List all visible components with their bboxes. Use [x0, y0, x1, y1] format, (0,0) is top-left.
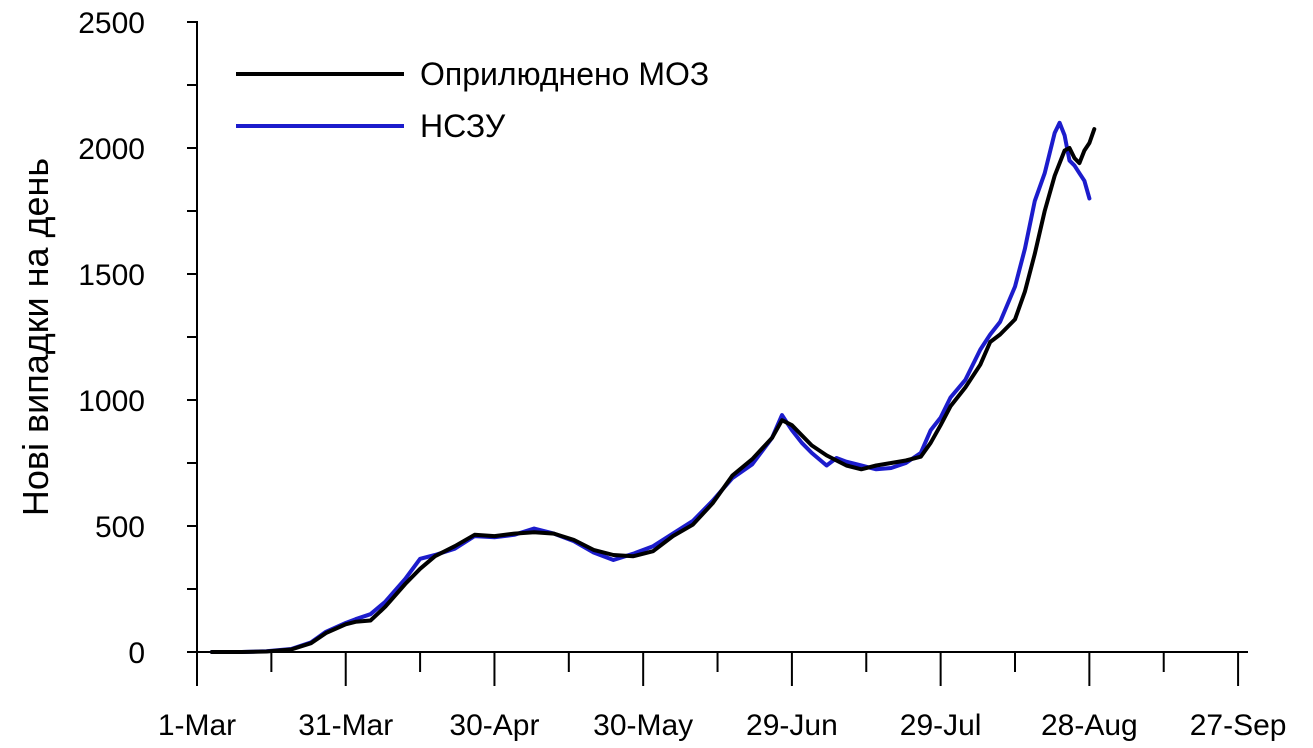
axes	[196, 22, 1248, 653]
series-line	[209, 120, 1092, 654]
x-tick-label: 30-Apr	[449, 709, 539, 742]
series-layer	[209, 120, 1097, 654]
y-tick-label: 0	[128, 637, 145, 670]
y-axis-title: Нові випадки на день	[15, 158, 56, 516]
series-line	[209, 127, 1097, 654]
x-tick-label: 1-Mar	[158, 709, 236, 742]
tick-labels: 0 500 1000 1500 2000 2500 1-Mar 31-Mar 30-Apr 30-…	[78, 7, 1286, 742]
y-tick-label: 2000	[78, 133, 145, 166]
x-tick-label: 31-Mar	[298, 709, 393, 742]
y-tick-label: 500	[95, 511, 145, 544]
legend-label: Оприлюднено МОЗ	[420, 56, 709, 92]
legend: Оприлюднено МОЗ НСЗУ	[236, 56, 709, 144]
x-tick-label: 30-May	[593, 709, 693, 742]
x-tick-label: 27-Sep	[1190, 709, 1287, 742]
y-tick-label: 1000	[78, 385, 145, 418]
legend-label: НСЗУ	[420, 108, 506, 144]
x-tick-label: 29-Jun	[746, 709, 838, 742]
ticks	[187, 21, 1240, 686]
y-tick-label: 2500	[78, 7, 145, 40]
x-tick-label: 29-Jul	[900, 709, 982, 742]
y-tick-label: 1500	[78, 259, 145, 292]
x-tick-label: 28-Aug	[1041, 709, 1138, 742]
